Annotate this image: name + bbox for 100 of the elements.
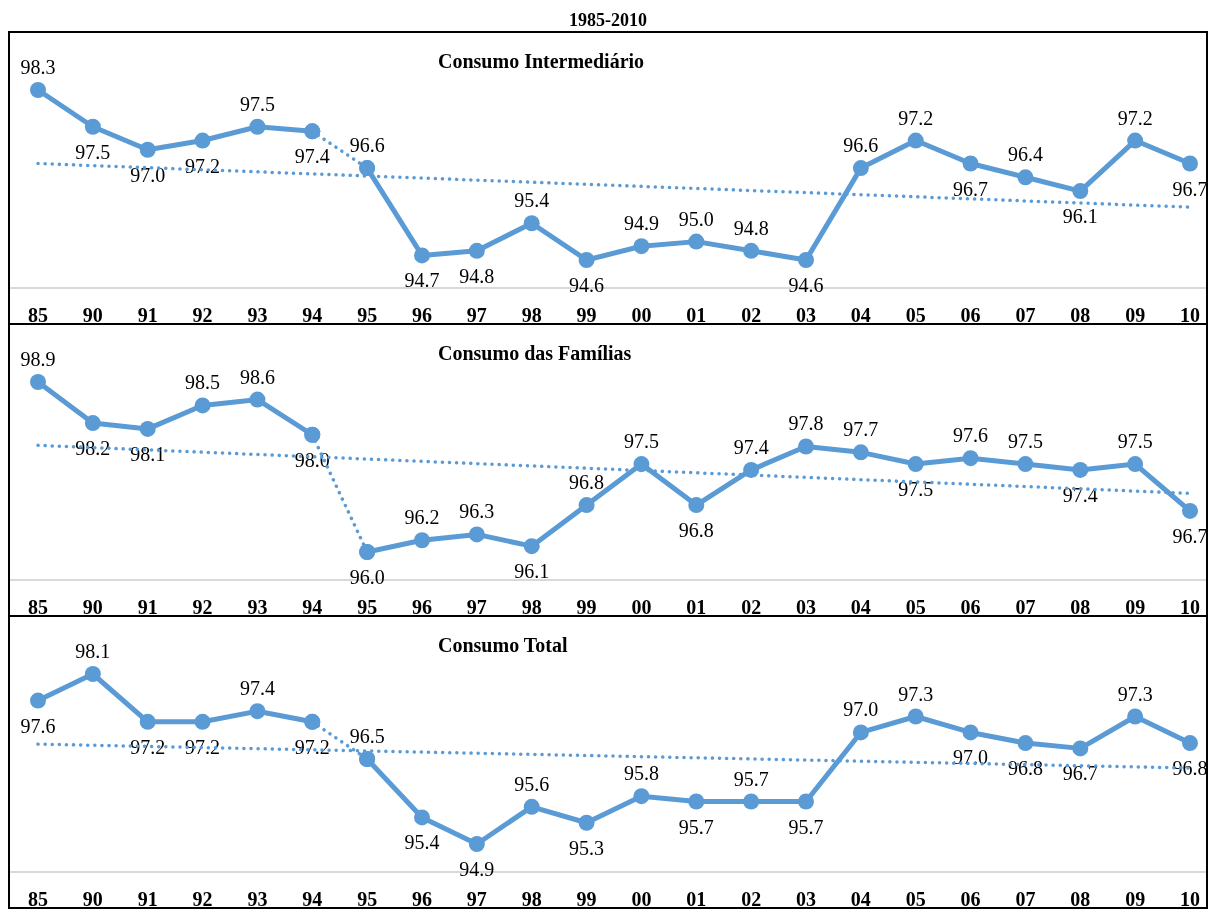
x-tick-label: 03: [796, 888, 816, 910]
x-tick-label: 01: [686, 596, 707, 618]
x-tick-label: 01: [686, 304, 707, 326]
data-label: 97.2: [294, 735, 330, 758]
x-tick-label: 10: [1180, 888, 1200, 910]
x-tick-label: 91: [137, 304, 158, 326]
x-tick-label: 85: [28, 304, 48, 326]
data-label: 96.8: [1007, 757, 1043, 780]
data-label: 96.2: [404, 506, 440, 529]
x-tick-label: 92: [192, 596, 213, 618]
data-label: 98.5: [185, 371, 221, 394]
data-label: 97.5: [75, 140, 111, 163]
x-tick-label: 99: [576, 304, 597, 326]
x-tick-label: 10: [1180, 304, 1200, 326]
x-tick-label: 97: [466, 888, 487, 910]
data-label: 94.6: [788, 274, 824, 296]
data-label: 97.4: [733, 435, 769, 458]
data-label: 98.9: [20, 348, 56, 370]
x-tick-label: 97: [466, 596, 487, 618]
x-tick-label: 01: [686, 888, 707, 910]
x-tick-label: 95: [357, 596, 378, 618]
data-label: 94.9: [459, 858, 495, 880]
data-label: 97.8: [788, 412, 824, 435]
x-tick-label: 10: [1180, 596, 1200, 618]
x-tick-label: 06: [960, 304, 981, 326]
data-label: 95.6: [514, 772, 550, 795]
x-tick-label: 05: [905, 304, 926, 326]
x-tick-label: 91: [137, 888, 158, 910]
x-tick-label: 07: [1015, 596, 1036, 618]
data-label: 97.4: [239, 677, 275, 700]
x-tick-label: 98: [521, 596, 542, 618]
x-tick-label: 06: [960, 596, 981, 618]
data-label: 97.2: [185, 154, 221, 177]
data-label: 96.7: [1062, 762, 1098, 785]
data-label: 94.6: [569, 274, 605, 296]
x-tick-label: 08: [1070, 596, 1091, 618]
data-label: 97.5: [239, 92, 275, 115]
x-tick-label: 93: [247, 304, 268, 326]
data-label: 94.8: [459, 264, 495, 287]
data-label: 97.6: [20, 714, 56, 737]
data-label: 95.7: [678, 815, 714, 838]
x-tick-label: 91: [137, 596, 158, 618]
data-label: 95.7: [788, 815, 824, 838]
data-label: 95.4: [404, 831, 440, 854]
data-label: 95.0: [678, 207, 714, 230]
x-tick-label: 07: [1015, 888, 1036, 910]
x-tick-label: 90: [82, 888, 103, 910]
x-tick-label: 05: [905, 888, 926, 910]
data-label: 96.0: [349, 566, 385, 588]
x-tick-label: 96: [412, 596, 432, 618]
data-label: 97.5: [1007, 430, 1043, 453]
data-label: 97.2: [130, 735, 166, 758]
data-label: 97.2: [898, 106, 934, 129]
data-label: 96.7: [1172, 524, 1208, 547]
data-label: 96.7: [1172, 177, 1208, 200]
data-label: 96.8: [678, 519, 714, 542]
data-label: 97.5: [1117, 430, 1153, 453]
chart-title: Consumo das Famílias: [438, 342, 632, 364]
x-tick-label: 00: [631, 596, 652, 618]
x-tick-label: 09: [1125, 596, 1146, 618]
x-tick-label: 02: [741, 596, 762, 618]
x-tick-label: 98: [521, 888, 542, 910]
data-label: 94.8: [733, 216, 769, 239]
x-tick-label: 09: [1125, 304, 1146, 326]
x-tick-label: 92: [192, 304, 213, 326]
data-label: 97.4: [294, 145, 330, 168]
x-tick-label: 90: [82, 304, 103, 326]
x-tick-label: 05: [905, 596, 926, 618]
data-label: 96.1: [1062, 205, 1098, 228]
x-tick-label: 00: [631, 888, 652, 910]
x-tick-label: 08: [1070, 888, 1091, 910]
x-tick-label: 96: [412, 304, 432, 326]
data-label: 97.5: [623, 430, 659, 453]
x-tick-label: 92: [192, 888, 213, 910]
chart-title: Consumo Total: [438, 634, 568, 656]
x-tick-label: 99: [576, 596, 597, 618]
data-label: 98.1: [130, 442, 166, 465]
x-tick-label: 02: [741, 888, 762, 910]
data-label: 98.2: [75, 437, 111, 460]
data-label: 95.4: [514, 189, 550, 212]
x-tick-label: 85: [28, 888, 48, 910]
chart-title: Consumo Intermediário: [438, 50, 645, 72]
x-tick-label: 97: [466, 304, 487, 326]
data-label: 96.7: [953, 177, 989, 200]
data-label: 98.3: [20, 56, 56, 78]
x-tick-label: 04: [850, 304, 871, 326]
x-tick-label: 95: [357, 888, 378, 910]
x-tick-label: 94: [302, 888, 323, 910]
x-tick-label: 93: [247, 888, 268, 910]
data-label: 97.7: [843, 418, 879, 441]
x-tick-label: 98: [521, 304, 542, 326]
data-label: 97.6: [953, 424, 989, 447]
x-tick-label: 00: [631, 304, 652, 326]
data-label: 98.6: [239, 365, 275, 388]
data-label: 96.8: [569, 471, 605, 494]
text: 1985-2010: [569, 10, 647, 30]
data-label: 98.1: [75, 640, 111, 662]
data-label: 96.1: [514, 560, 550, 583]
x-tick-label: 04: [850, 596, 871, 618]
x-tick-label: 93: [247, 596, 268, 618]
